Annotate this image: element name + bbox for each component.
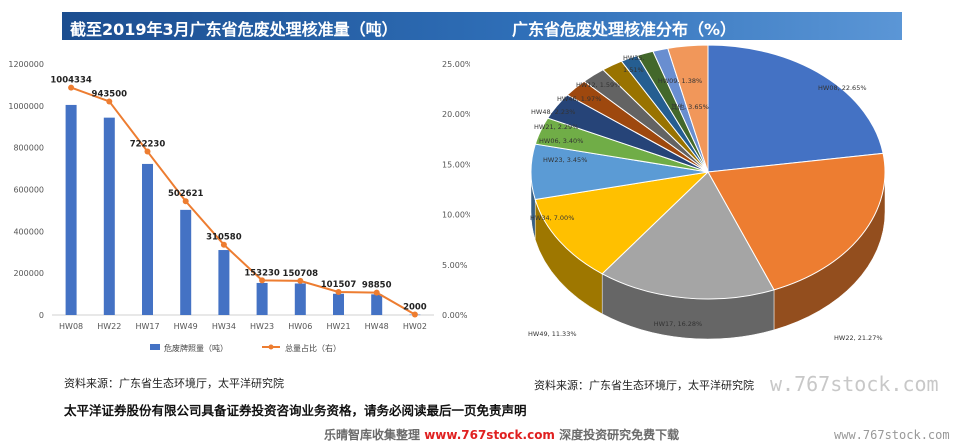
bar: [103, 117, 115, 316]
title-banner: 截至2019年3月广东省危废处理核准量（吨） 广东省危废处理核准分布（%）: [62, 12, 902, 40]
y-tick-label: 400000: [13, 227, 44, 236]
legend-bar-label: 危废牌照量（吨）: [164, 343, 228, 353]
bar: [180, 209, 192, 315]
line-point: [220, 241, 227, 248]
line-point: [106, 98, 113, 105]
line-point: [297, 277, 304, 284]
y2-tick-label: 0.00%: [442, 311, 468, 320]
y-tick-label: 0: [39, 311, 44, 320]
y-tick-label: 1200000: [8, 60, 44, 69]
bar: [65, 104, 77, 315]
slice-label: HW23, 3.45%: [543, 156, 587, 164]
slice-label: HW08, 22.65%: [818, 84, 867, 92]
data-label: 150708: [283, 269, 319, 279]
disclaimer: 太平洋证券股份有限公司具备证券投资咨询业务资格，请务必阅读最后一页免责声明: [64, 403, 527, 418]
slice-label: HW09, 1.38%: [658, 77, 702, 85]
y-tick-label: 200000: [13, 269, 44, 278]
watermark-right: w.767stock.com: [770, 372, 939, 396]
footer-url: www.767stock.com: [424, 428, 555, 442]
slice: [534, 171, 710, 275]
left-source-note: 资料来源：广东省生态环境厅，太平洋研究院: [64, 377, 284, 390]
left-chart-title: 截至2019年3月广东省危废处理核准量（吨）: [70, 20, 398, 39]
y-tick-label: 600000: [13, 186, 44, 195]
line-point: [144, 148, 151, 155]
slice-label: HW46, 1.97%: [557, 95, 601, 103]
legend-bar-swatch: [150, 344, 160, 350]
x-tick-label: HW22: [97, 322, 121, 331]
slice-label: HW06, 3.40%: [539, 137, 583, 145]
y2-tick-label: 5.00%: [442, 261, 468, 270]
y2-tick-label: 20.00%: [442, 110, 470, 119]
x-tick-label: HW23: [250, 322, 274, 331]
bar: [256, 282, 268, 315]
data-label: 101507: [321, 280, 357, 290]
line-point: [259, 277, 266, 284]
slice: [667, 44, 709, 173]
data-label: 153230: [244, 268, 280, 278]
footer-right-text: 深度投资研究免费下载: [559, 428, 680, 442]
x-tick-label: HW08: [59, 322, 83, 331]
bar: [218, 250, 230, 315]
watermark-footer: www.767stock.com: [834, 428, 950, 442]
x-tick-label: HW21: [326, 322, 350, 331]
slice-label-extra: HW35,: [623, 54, 645, 62]
slice-label: 其他, 3.65%: [671, 102, 709, 111]
slice-label: HW48, 2.23%: [531, 108, 575, 116]
data-label: 310580: [206, 233, 242, 243]
y2-tick-label: 15.00%: [442, 160, 470, 169]
slice-label: HW17, 16.28%: [654, 320, 703, 328]
bar-line-chart: 0 200000 400000 600000 800000 1000000 1200000 0…: [8, 60, 470, 353]
slice-label: HW34, 7.00%: [530, 214, 574, 222]
data-label: 1004334: [50, 76, 91, 86]
line-point: [411, 311, 418, 318]
x-tick-label: HW48: [365, 322, 389, 331]
data-label: 98850: [362, 281, 392, 291]
slice: [601, 171, 775, 300]
bar: [333, 293, 344, 315]
line-point: [68, 84, 75, 91]
y2-tick-label: 10.00%: [442, 211, 470, 220]
y2-tick-label: 25.00%: [442, 60, 470, 69]
y-tick-label: 1000000: [8, 102, 44, 111]
legend-line-marker: [268, 344, 274, 350]
bar: [294, 283, 306, 315]
slice: [707, 44, 884, 173]
bar: [142, 163, 153, 315]
slice-label: HW21, 2.29%: [534, 123, 578, 131]
data-label: 2000: [403, 302, 427, 312]
x-tick-label: HW34: [212, 322, 236, 331]
data-label: 943500: [92, 89, 128, 99]
line-point: [373, 289, 380, 296]
x-tick-label: HW49: [174, 322, 198, 331]
x-tick-label: HW02: [403, 322, 427, 331]
data-label: 502621: [168, 189, 204, 199]
footer-banner: 乐晴智库收集整理 www.767stock.com 深度投资研究免费下载: [324, 426, 679, 443]
bar: [371, 294, 383, 315]
slice-label: HW12, 1.59%: [576, 81, 620, 89]
slice: [707, 152, 886, 291]
line-point: [335, 289, 342, 296]
share-line: [70, 86, 416, 316]
footer-left-text: 乐晴智库收集整理: [324, 428, 421, 442]
right-chart-title: 广东省危废处理核准分布（%）: [512, 20, 737, 39]
slice-label: HW49, 11.33%: [528, 330, 577, 338]
slice-label: 1.51%: [623, 66, 644, 74]
line-point: [182, 198, 189, 205]
y-tick-label: 800000: [13, 144, 44, 153]
right-source-note: 资料来源：广东省生态环境厅，太平洋研究院: [534, 379, 754, 392]
x-tick-label: HW06: [288, 322, 312, 331]
legend-line-label: 总量占比（右）: [285, 343, 341, 353]
data-label: 722230: [130, 140, 166, 150]
x-tick-label: HW17: [135, 322, 159, 331]
slice-label: HW22, 21.27%: [834, 334, 883, 342]
pie-chart: HW08, 22.65% HW22, 21.27% HW17, 16.28% HW49…: [528, 44, 886, 342]
